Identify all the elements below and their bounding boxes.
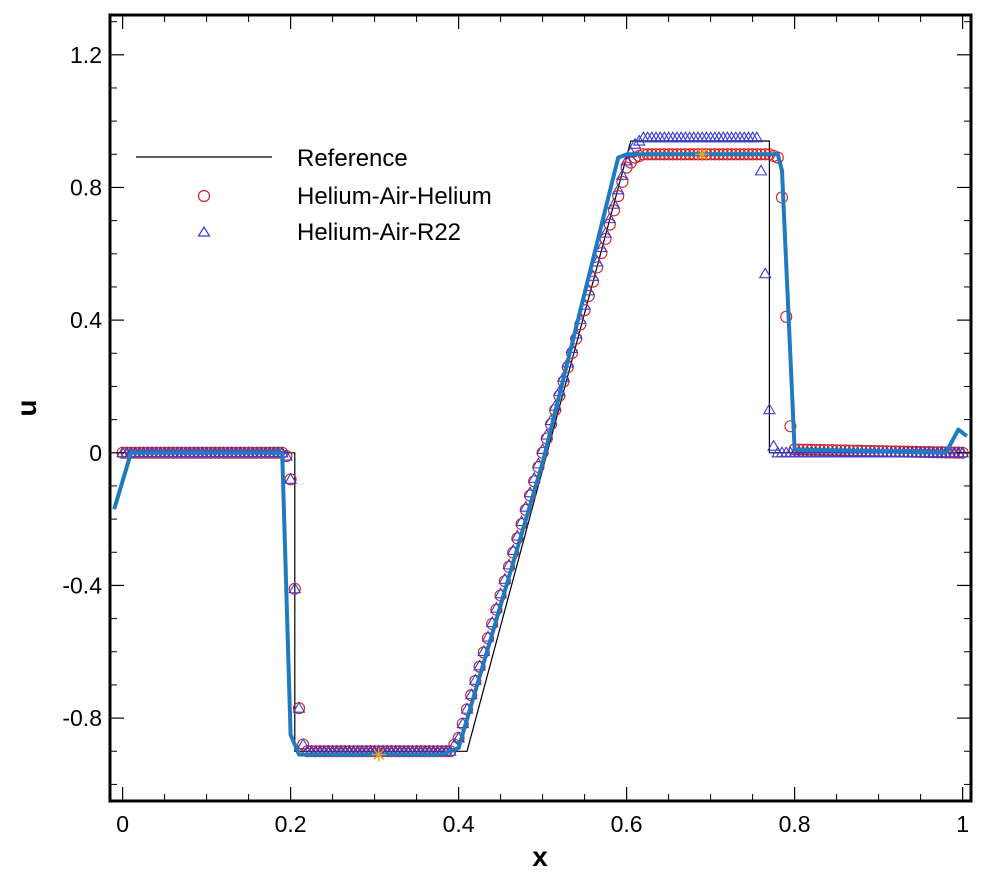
series-helium-air-r22-point	[628, 137, 642, 149]
series-helium-air-helium-point	[780, 310, 793, 323]
series-helium-air-r22-point	[750, 131, 764, 143]
series-helium-air-r22-point	[611, 183, 625, 195]
plot-frame	[108, 13, 973, 803]
series-helium-air-r22-point	[956, 446, 970, 458]
legend-entry-helium-air-helium: Helium-Air-Helium	[297, 183, 492, 210]
series-helium-air-helium-point	[612, 190, 625, 203]
series-helium-air-r22-point	[284, 472, 298, 484]
x-tick-label: 1	[956, 811, 969, 837]
y-tick-label: 0.4	[70, 307, 102, 333]
legend: Reference Helium-Air-Helium Helium-Air-R…	[136, 145, 492, 246]
series-helium-air-r22-point	[599, 226, 613, 238]
series-helium-air-r22-point	[288, 582, 302, 594]
x-tick-label: 0.4	[443, 811, 475, 837]
series-helium-air-r22-point	[292, 701, 306, 713]
series-helium-air-helium-point	[784, 420, 797, 433]
legend-swatch-helium-air-helium	[197, 189, 211, 203]
series-helium-air-r22-point	[767, 439, 781, 451]
series-helium-air-r22-point	[758, 267, 772, 279]
series-reference-line	[122, 140, 963, 752]
series-helium-air-r22-point	[296, 738, 310, 750]
y-axis-label: u	[11, 399, 42, 416]
y-tick-label: 1.2	[70, 42, 102, 68]
series-helium-air-helium-point	[771, 151, 784, 164]
series-helium-air-helium-point	[603, 218, 616, 231]
series-helium-air-r22-point	[603, 212, 617, 224]
star-marker-stroke	[696, 148, 708, 160]
series-helium-air-r22-point	[615, 168, 629, 180]
series-helium-air-helium-point	[607, 204, 621, 217]
series-helium-air-r22-point	[607, 197, 621, 209]
ticks-layer: 0 0.2 0.4 0.6 0.8 1 -0.8 -0.4 0 0.4 0.8 1.2	[62, 15, 971, 837]
legend-entry-reference: Reference	[297, 145, 408, 172]
plot-layer	[112, 131, 970, 762]
series-helium-air-r22-point	[594, 240, 608, 253]
series-helium-air-r22-point	[624, 146, 638, 158]
series-helium-air-helium-point	[616, 175, 629, 188]
star-marker	[371, 747, 386, 762]
star-marker-stroke	[373, 749, 385, 760]
y-tick-label: -0.4	[62, 572, 102, 598]
series-thick-line	[112, 152, 969, 757]
x-tick-label: 0	[116, 811, 129, 837]
legend-entry-helium-air-r22: Helium-Air-R22	[297, 219, 461, 246]
star-marker	[695, 147, 710, 162]
x-tick-label: 0.8	[779, 811, 811, 837]
series-helium-air-r22-point	[620, 154, 634, 166]
y-tick-label: 0.8	[70, 174, 102, 200]
series-helium-air-r22-point	[754, 164, 768, 176]
x-tick-label: 0.2	[275, 811, 307, 837]
series-helium-air-r22-point	[762, 403, 776, 415]
legend-swatch-helium-air-r22	[197, 225, 211, 237]
x-tick-label: 0.6	[611, 811, 643, 837]
x-axis-label: x	[532, 841, 548, 872]
y-tick-label: 0	[89, 440, 102, 466]
series-helium-air-r22-point	[632, 134, 646, 146]
y-tick-label: -0.8	[62, 705, 102, 731]
